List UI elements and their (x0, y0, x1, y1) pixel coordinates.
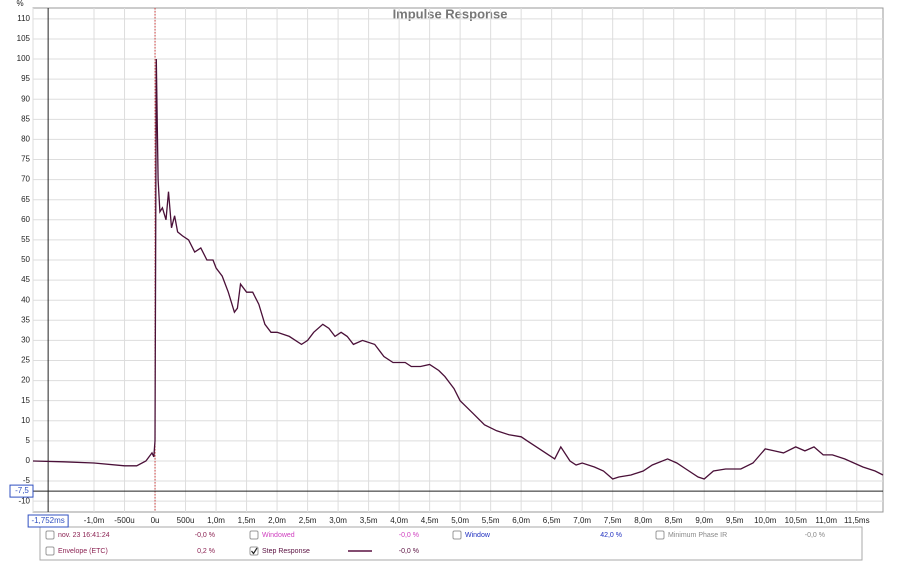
legend-name: nov. 23 16:41:24 (58, 532, 110, 539)
y-tick-label: 35 (21, 315, 30, 324)
y-tick-label: 15 (21, 396, 30, 405)
legend-value: -0,0 % (399, 532, 419, 539)
legend-name: Minimum Phase IR (668, 532, 727, 539)
y-tick-label: -10 (18, 496, 30, 505)
y-tick-label: 80 (21, 135, 30, 144)
y-tick-label: 60 (21, 215, 30, 224)
x-tick-label: 1,0m (207, 516, 225, 525)
x-tick-label: 11,0m (815, 516, 837, 525)
legend-name: Windowed (262, 532, 295, 539)
x-tick-label: 9,0m (695, 516, 713, 525)
x-tick-label: 9,5m (726, 516, 744, 525)
checkbox[interactable] (452, 530, 462, 540)
x-tick-label: 4,0m (390, 516, 408, 525)
x-tick-label: 8,5m (665, 516, 683, 525)
y-tick-label: 90 (21, 94, 30, 103)
x-tick-label: 7,5m (604, 516, 622, 525)
y-tick-label: 50 (21, 255, 30, 264)
x-tick-label: 10,0m (754, 516, 777, 525)
x-tick-label: -1,0m (84, 516, 105, 525)
checkbox[interactable] (45, 530, 55, 540)
y-unit: % (16, 0, 23, 8)
checkbox[interactable] (45, 546, 55, 556)
checkmark (251, 547, 258, 555)
x-tick-label: -500u (114, 516, 134, 525)
cursor-label-box (9, 484, 34, 498)
legend-value: 42,0 % (600, 532, 622, 539)
x-tick-label: 8,0m (634, 516, 652, 525)
x-tick-label: 2,5m (299, 516, 317, 525)
legend-name: Envelope (ETC) (58, 548, 108, 555)
x-tick-label: 6,5m (543, 516, 561, 525)
y-tick-label: 95 (21, 74, 30, 83)
legend-name: Step Response (262, 548, 310, 555)
y-tick-label: 5 (26, 436, 31, 445)
y-tick-label: 100 (17, 54, 31, 63)
y-tick-label: 65 (21, 195, 30, 204)
y-tick-label: 45 (21, 275, 30, 284)
checkbox[interactable] (249, 530, 259, 540)
x-tick-label: 5,0m (451, 516, 469, 525)
x-tick-label: 11,5ms (844, 516, 870, 525)
y-tick-label: 40 (21, 295, 30, 304)
y-tick-label: 75 (21, 155, 30, 164)
legend-panel (39, 526, 863, 561)
x-tick-label: 3,0m (329, 516, 347, 525)
x-tick-label: 10,5m (785, 516, 808, 525)
legend-value: -0,0 % (805, 532, 825, 539)
step-response-line (32, 58, 884, 480)
y-tick-label: 110 (17, 14, 30, 23)
y-tick-label: 25 (21, 356, 30, 365)
cursor-x-label: -1,752ms (31, 516, 64, 525)
x-tick-label: 0u (151, 516, 160, 525)
legend-value: -0,0 % (399, 548, 419, 555)
x-tick-label: 2,0m (268, 516, 286, 525)
legend-value: 0,2 % (197, 548, 215, 555)
y-tick-label: 85 (21, 114, 30, 123)
x-tick-label: 500u (177, 516, 195, 525)
y-tick-label: -5 (23, 476, 31, 485)
x-tick-label: 3,5m (360, 516, 378, 525)
y-tick-label: 70 (21, 175, 30, 184)
y-tick-label: 105 (17, 34, 31, 43)
y-tick-label: 30 (21, 335, 30, 344)
legend-name: Window (465, 532, 491, 539)
x-tick-label: 1,5m (238, 516, 256, 525)
x-tick-label: 7,0m (573, 516, 591, 525)
y-tick-label: 0 (26, 456, 31, 465)
cursor-label-box (27, 514, 69, 528)
y-tick-label: 55 (21, 235, 30, 244)
legend-value: -0,0 % (195, 532, 215, 539)
cursor-y-label: -7,5 (15, 486, 29, 495)
x-tick-label: 4,5m (421, 516, 439, 525)
y-tick-label: 10 (21, 416, 30, 425)
x-tick-label: 5,5m (482, 516, 500, 525)
chart-title: Impulse Response (393, 6, 508, 21)
x-tick-label: 6,0m (512, 516, 530, 525)
checkbox[interactable] (655, 530, 665, 540)
y-tick-label: 20 (21, 376, 30, 385)
